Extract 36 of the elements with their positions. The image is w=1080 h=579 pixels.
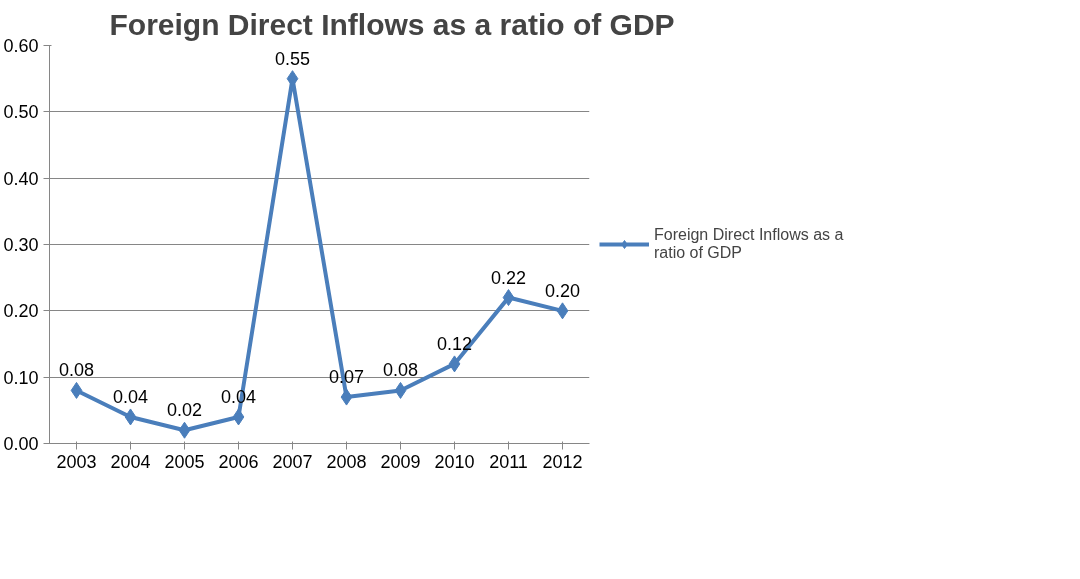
- chart-title: Foreign Direct Inflows as a ratio of GDP: [109, 7, 675, 41]
- x-tick-label: 2003: [56, 451, 97, 472]
- x-tick-label: 2010: [434, 451, 475, 472]
- x-tick-label: 2004: [110, 451, 151, 472]
- text: 0.12: [436, 333, 473, 354]
- text: 0.04: [112, 386, 149, 407]
- x-tick-label: 2012: [542, 451, 583, 472]
- text: 0.08: [58, 360, 95, 381]
- point: [502, 289, 515, 307]
- y-tick-label: 0.40: [3, 168, 39, 189]
- text: 0.08: [382, 360, 419, 381]
- x-tick-label: 2009: [380, 451, 421, 472]
- x-tick-label: 2006: [218, 451, 259, 472]
- y-tick-label: 0.00: [3, 434, 39, 454]
- text: 0.22: [490, 267, 527, 288]
- point: [340, 388, 353, 406]
- y-tick-label: 0.60: [3, 36, 39, 56]
- text: 0.20: [544, 280, 581, 301]
- point: [70, 381, 83, 399]
- point: [124, 408, 137, 426]
- legend-label: Foreign Direct Inflows as a ratio of GDP: [654, 226, 844, 262]
- y-tick-label: 0.50: [3, 102, 39, 123]
- point: [394, 381, 407, 399]
- y-tick-label: 0.10: [3, 367, 39, 388]
- y-tick-label: 0.30: [3, 235, 39, 255]
- point: [178, 421, 191, 439]
- x-tick-label: 2011: [489, 451, 528, 472]
- y-tick-label: 0.20: [3, 301, 39, 322]
- text: 0.02: [166, 400, 203, 421]
- x-tick-label: 2007: [272, 451, 313, 472]
- x-tick-label: 2008: [326, 451, 367, 472]
- point: [448, 355, 461, 373]
- x-tick-label: 2005: [164, 451, 205, 472]
- text: 0.55: [274, 48, 311, 69]
- point: [556, 302, 569, 320]
- point: [232, 408, 245, 426]
